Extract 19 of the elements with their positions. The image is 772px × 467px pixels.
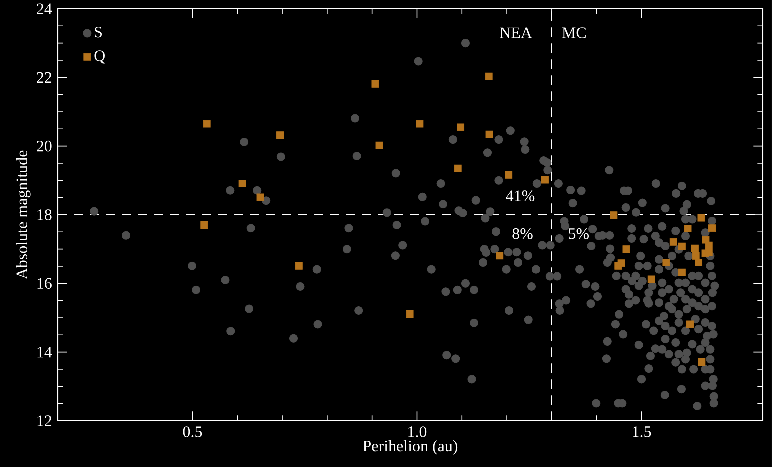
y-tick-label: 14: [38, 347, 52, 358]
y-tick-label: 24: [37, 4, 52, 14]
legend-label: Q: [94, 50, 106, 64]
y-tick-label: 12: [38, 416, 52, 426]
annotation: 8%: [512, 228, 533, 240]
annotation: 5%: [569, 228, 589, 240]
y-tick-label: 16: [38, 278, 52, 290]
annotation: MC: [562, 28, 586, 38]
y-tick-label: 20: [37, 140, 52, 152]
annotation: NEA: [500, 28, 532, 38]
annotation: 41%: [506, 190, 535, 202]
y-tick-label: 22: [37, 72, 52, 83]
legend-label: S: [95, 26, 102, 38]
y-tick-label: 18: [38, 210, 52, 220]
x-tick-label: 1.5: [633, 426, 652, 438]
x-tick-label: 1.0: [408, 426, 427, 438]
x-axis-title: Perihelion (au): [363, 440, 458, 455]
y-axis-title: Absolute magnitude: [16, 150, 31, 280]
x-tick-label: 0.5: [183, 426, 202, 438]
